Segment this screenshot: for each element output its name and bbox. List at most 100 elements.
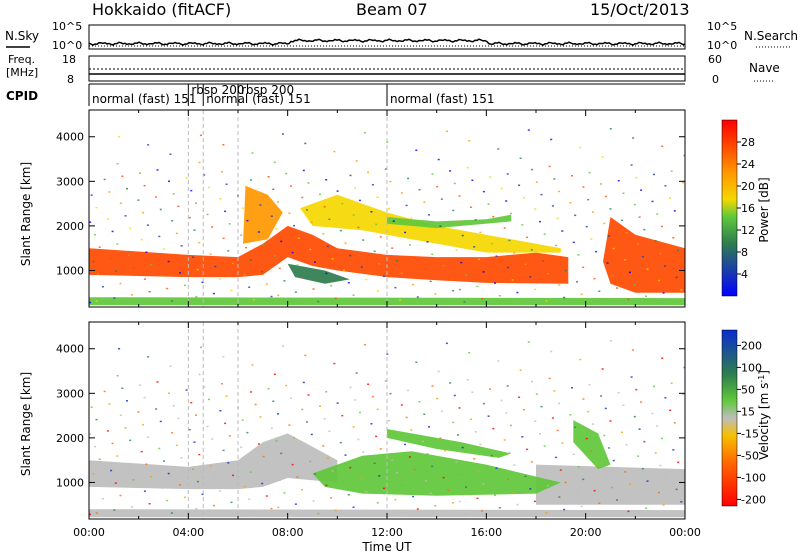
heatmap-speckle [358,199,361,202]
heatmap-speckle [659,464,662,467]
heatmap-speckle [500,187,503,190]
heatmap-speckle [270,427,273,429]
heatmap-speckle [404,231,407,234]
heatmap-speckle [301,489,304,491]
heatmap-speckle [412,495,415,498]
colorbar-tick-label: 24 [741,158,755,171]
cpid-segment-label: normal (fast) 151 [206,92,310,106]
colorbar-tick-label: -50 [741,449,759,462]
heatmap-speckle [545,512,548,514]
heatmap-speckle [677,461,680,464]
heatmap-speckle [354,399,357,401]
heatmap-speckle [444,237,447,240]
heatmap-speckle [196,480,199,483]
nsearch-label: N.Search [744,29,798,43]
heatmap-speckle [660,437,663,440]
heatmap-speckle [521,436,524,438]
heatmap-speckle [392,432,395,434]
heatmap-speckle [111,442,114,445]
heatmap-speckle [251,152,254,154]
heatmap-speckle [458,500,461,503]
heatmap-speckle [600,183,603,185]
heatmap-speckle [503,439,506,441]
heatmap-speckle [638,216,641,218]
heatmap-speckle [535,181,538,183]
heatmap-speckle [241,419,244,421]
heatmap-speckle [588,171,591,174]
heatmap-speckle [209,253,212,255]
heatmap-speckle [119,282,122,285]
heatmap-speckle [434,505,437,507]
heatmap-speckle [132,479,135,481]
heatmap-speckle [591,423,594,425]
heatmap-speckle [473,246,476,248]
heatmap-speckle [275,440,278,442]
heatmap-speckle [246,219,249,222]
heatmap-speckle [142,211,145,214]
heatmap-speckle [466,379,469,381]
heatmap-speckle [169,365,172,367]
heatmap-speckle [476,285,479,288]
heatmap-speckle [206,213,209,216]
heatmap-speckle [531,380,533,383]
heatmap-speckle [155,408,158,410]
heatmap-speckle [543,445,546,447]
heatmap-speckle [106,430,109,432]
heatmap-speckle [211,226,214,228]
heatmap-speckle [131,294,133,296]
heatmap-speckle [611,274,614,277]
heatmap-speckle [477,470,480,473]
heatmap-speckle [449,382,452,384]
heatmap-speckle [367,383,370,385]
heatmap-speckle [576,493,578,495]
heatmap-speckle [511,491,514,493]
heatmap-speckle [558,284,561,286]
heatmap-speckle [620,431,623,434]
heatmap-speckle [439,225,442,227]
nsky-label: N.Sky [5,29,39,43]
heatmap-speckle [330,497,333,499]
nave-tick-bottom: 0 [712,73,719,86]
heatmap-speckle [310,433,313,436]
heatmap-speckle [495,255,498,257]
heatmap-speckle [169,153,172,155]
heatmap-speckle [572,453,575,456]
heatmap-speckle [546,272,549,275]
heatmap-speckle [371,396,374,398]
heatmap-region [536,464,685,505]
heatmap-speckle [529,488,532,490]
heatmap-speckle [440,410,443,412]
heatmap-speckle [341,202,344,205]
heatmap-speckle [498,507,501,509]
heatmap-speckle [604,407,607,410]
colorbar-tick-label: 15 [741,405,755,418]
heatmap-speckle [463,301,466,303]
heatmap-speckle [363,132,366,134]
heatmap-speckle [670,170,673,172]
heatmap-speckle [376,290,379,292]
heatmap-speckle [582,186,585,188]
heatmap-speckle [306,209,308,211]
heatmap-speckle [400,272,403,274]
cpid-segment-label: rbsp 200 [191,83,244,97]
heatmap-speckle [314,473,316,475]
heatmap-speckle [641,255,644,258]
heatmap-speckle [248,286,251,288]
heatmap-speckle [415,361,418,363]
heatmap-speckle [126,188,128,190]
heatmap-speckle [498,295,501,297]
heatmap-speckle [198,161,201,164]
heatmap-speckle [590,238,593,240]
heatmap-speckle [219,278,222,280]
heatmap-speckle [222,237,225,240]
heatmap-speckle [418,189,421,191]
heatmap-speckle [95,300,98,302]
heatmap-speckle [384,380,387,382]
heatmap-speckle [421,228,424,231]
heatmap-speckle [471,391,474,393]
heatmap-speckle [376,196,379,199]
heatmap-speckle [124,215,127,217]
heatmap-speckle [539,432,541,435]
heatmap-region [243,185,283,244]
heatmap-speckle [118,348,121,350]
